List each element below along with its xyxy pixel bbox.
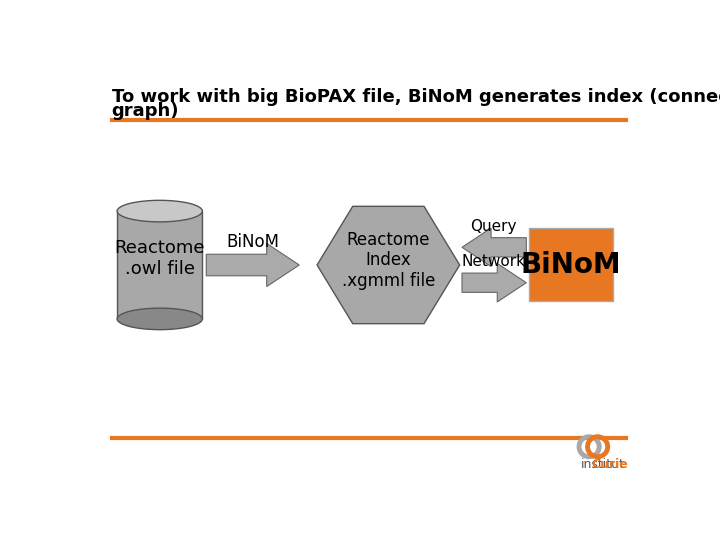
Text: graph): graph) [112,102,179,120]
Text: institut: institut [580,458,624,471]
Polygon shape [462,228,526,267]
Bar [117,211,202,319]
Ellipse shape [117,200,202,222]
Polygon shape [206,244,300,287]
Bar [529,228,613,301]
Text: Reactome
Index
.xgmml file: Reactome Index .xgmml file [342,231,435,290]
Text: Network: Network [462,254,526,269]
Ellipse shape [117,308,202,330]
Text: Query: Query [471,219,517,234]
Text: BiNoM: BiNoM [521,251,621,279]
Text: Curie: Curie [591,458,628,471]
Polygon shape [462,264,526,302]
Text: Reactome
.owl file: Reactome .owl file [114,239,205,278]
Polygon shape [317,206,459,323]
Text: To work with big BioPAX file, BiNoM generates index (connection: To work with big BioPAX file, BiNoM gene… [112,88,720,106]
Text: BiNoM: BiNoM [226,233,279,251]
